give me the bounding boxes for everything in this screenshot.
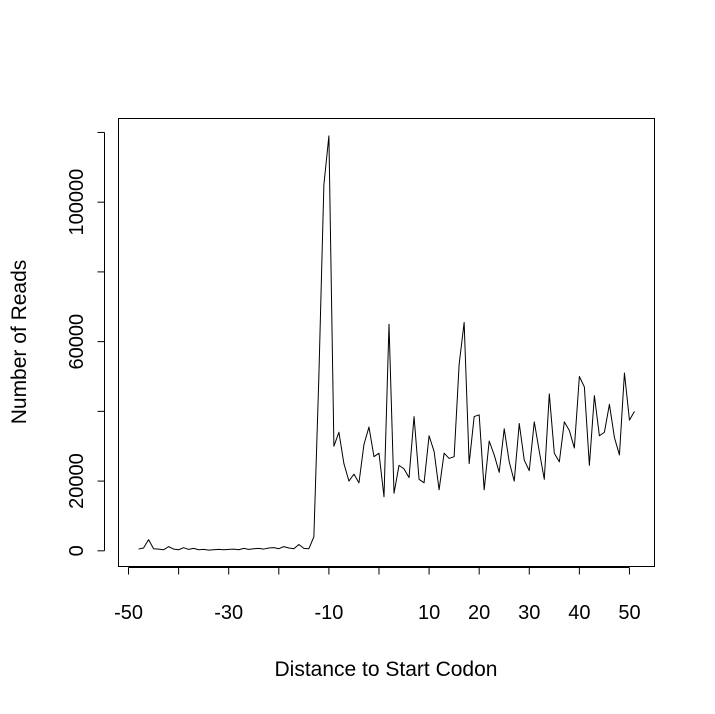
x-tick-label: 20 — [468, 602, 490, 624]
y-axis-title: Number of Reads — [8, 260, 31, 425]
x-tick-label: -30 — [214, 602, 243, 624]
y-tick-label: 100000 — [66, 169, 88, 236]
x-tick-label: -50 — [114, 602, 143, 624]
x-tick-label: 40 — [568, 602, 590, 624]
y-axis: 0 20000 60000 100000 — [66, 131, 105, 556]
y-tick-label: 20000 — [66, 453, 88, 509]
series-line — [138, 135, 635, 551]
plot-area — [138, 135, 635, 551]
x-tick-label: 50 — [618, 602, 640, 624]
x-tick-label: -10 — [314, 602, 343, 624]
y-tick-label: 60000 — [66, 314, 88, 370]
x-axis-title: Distance to Start Codon — [275, 658, 498, 681]
y-tick-label: 0 — [66, 545, 88, 556]
plot-frame — [118, 118, 655, 567]
x-tick-label: 10 — [418, 602, 440, 624]
x-axis: -50 -30 -10 10 20 30 40 50 — [114, 567, 641, 624]
x-tick-label: 30 — [518, 602, 540, 624]
